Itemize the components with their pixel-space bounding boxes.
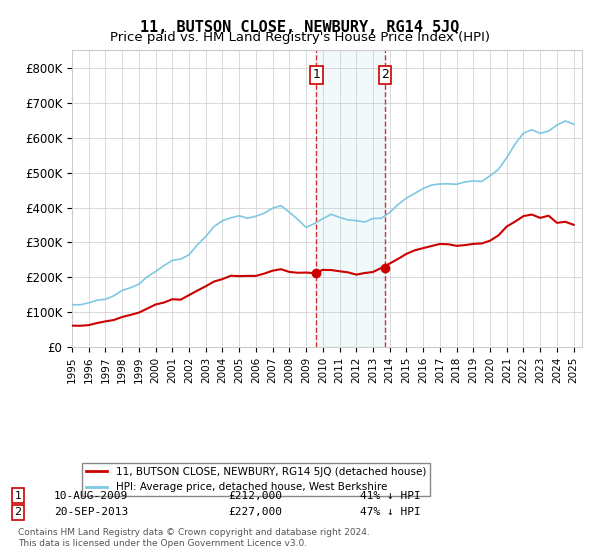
Text: 1: 1 [312,68,320,81]
Text: £212,000: £212,000 [228,491,282,501]
Text: 2: 2 [381,68,389,81]
Text: Price paid vs. HM Land Registry's House Price Index (HPI): Price paid vs. HM Land Registry's House … [110,31,490,44]
Bar [316,50,385,347]
Legend: 11, BUTSON CLOSE, NEWBURY, RG14 5JQ (detached house), HPI: Average price, detach: 11, BUTSON CLOSE, NEWBURY, RG14 5JQ (det… [82,463,430,496]
Text: 11, BUTSON CLOSE, NEWBURY, RG14 5JQ: 11, BUTSON CLOSE, NEWBURY, RG14 5JQ [140,20,460,35]
Text: 41% ↓ HPI: 41% ↓ HPI [360,491,421,501]
Text: 20-SEP-2013: 20-SEP-2013 [54,507,128,517]
Text: 47% ↓ HPI: 47% ↓ HPI [360,507,421,517]
Text: 2: 2 [14,507,22,517]
Text: 10-AUG-2009: 10-AUG-2009 [54,491,128,501]
Text: 1: 1 [14,491,22,501]
Text: £227,000: £227,000 [228,507,282,517]
Text: Contains HM Land Registry data © Crown copyright and database right 2024.
This d: Contains HM Land Registry data © Crown c… [18,528,370,548]
